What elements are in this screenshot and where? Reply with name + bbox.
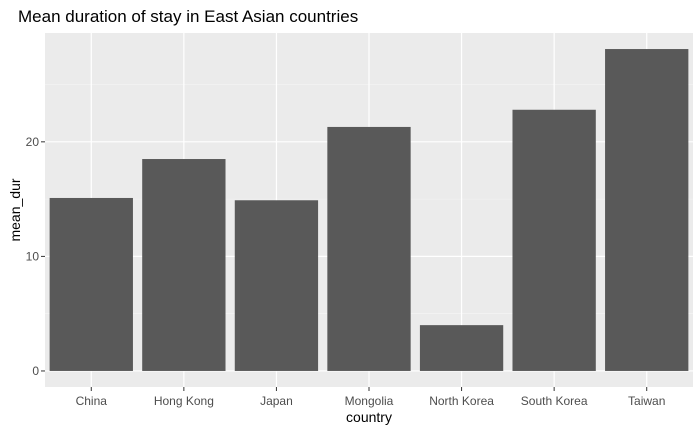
bar-china bbox=[49, 197, 133, 371]
bar-japan bbox=[234, 200, 319, 371]
y-tick-label: 10 bbox=[26, 249, 40, 263]
y-axis: 0 10 20 bbox=[26, 135, 45, 378]
bar-hong-kong bbox=[142, 159, 226, 371]
bar-mongolia bbox=[327, 126, 411, 371]
bar-north-korea bbox=[419, 325, 504, 371]
x-tick-label: South Korea bbox=[521, 394, 588, 408]
x-axis: China Hong Kong Japan Mongolia North Korea So… bbox=[76, 387, 665, 408]
bar-taiwan bbox=[605, 49, 689, 371]
x-tick-label: Japan bbox=[260, 394, 293, 408]
bar-south-korea bbox=[512, 109, 596, 371]
x-tick-label: Taiwan bbox=[628, 394, 665, 408]
x-tick-label: China bbox=[76, 394, 108, 408]
x-axis-title: country bbox=[346, 409, 392, 425]
x-tick-label: Mongolia bbox=[345, 394, 394, 408]
x-tick-label: North Korea bbox=[429, 394, 494, 408]
bars bbox=[49, 49, 689, 371]
y-axis-title: mean_dur bbox=[7, 178, 23, 241]
y-tick-label: 20 bbox=[26, 135, 40, 149]
y-tick-label: 0 bbox=[32, 364, 39, 378]
x-tick-label: Hong Kong bbox=[154, 394, 214, 408]
chart-title: Mean duration of stay in East Asian coun… bbox=[18, 7, 358, 26]
